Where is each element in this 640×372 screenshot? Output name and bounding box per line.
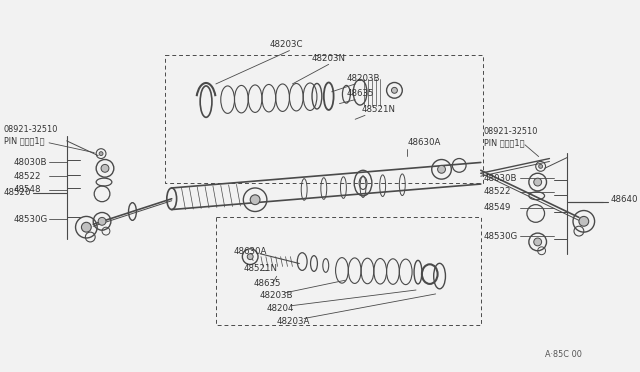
Circle shape xyxy=(98,217,106,225)
Text: 48635: 48635 xyxy=(346,89,374,98)
Text: 48203C: 48203C xyxy=(270,40,303,49)
Text: 48030B: 48030B xyxy=(484,174,517,183)
Text: 48203N: 48203N xyxy=(312,54,346,63)
Text: 48204: 48204 xyxy=(267,304,294,313)
Text: 08921-32510: 08921-32510 xyxy=(484,126,538,135)
Text: 08921-32510: 08921-32510 xyxy=(4,125,58,134)
Circle shape xyxy=(534,178,541,186)
Circle shape xyxy=(579,217,589,226)
Circle shape xyxy=(250,195,260,205)
Circle shape xyxy=(438,166,445,173)
Text: 48530G: 48530G xyxy=(13,215,48,224)
Circle shape xyxy=(539,164,543,169)
Text: 48635: 48635 xyxy=(253,279,281,288)
Text: 48203B: 48203B xyxy=(346,74,380,83)
Text: 48030B: 48030B xyxy=(13,158,47,167)
Text: 48549: 48549 xyxy=(484,203,511,212)
Text: 48640: 48640 xyxy=(611,195,638,204)
Text: 48630A: 48630A xyxy=(407,138,440,147)
Text: 48522: 48522 xyxy=(484,187,511,196)
Circle shape xyxy=(534,238,541,246)
Text: 48203A: 48203A xyxy=(276,317,310,326)
Text: 48203B: 48203B xyxy=(260,291,294,301)
Text: 48630A: 48630A xyxy=(234,247,267,256)
Circle shape xyxy=(81,222,92,232)
Text: PIN ピン（1）: PIN ピン（1） xyxy=(484,138,524,147)
Text: 48548: 48548 xyxy=(13,185,41,195)
Text: 48520: 48520 xyxy=(4,188,31,198)
Text: 48521N: 48521N xyxy=(361,105,395,114)
Text: PIN ピン（1）: PIN ピン（1） xyxy=(4,137,44,145)
Text: A·85C 00: A·85C 00 xyxy=(545,350,581,359)
Text: 48530G: 48530G xyxy=(484,231,518,241)
Text: 48522: 48522 xyxy=(13,172,41,181)
Text: 48521N: 48521N xyxy=(243,264,277,273)
Circle shape xyxy=(392,87,397,93)
Circle shape xyxy=(101,164,109,172)
Circle shape xyxy=(99,152,103,155)
Circle shape xyxy=(247,254,253,260)
